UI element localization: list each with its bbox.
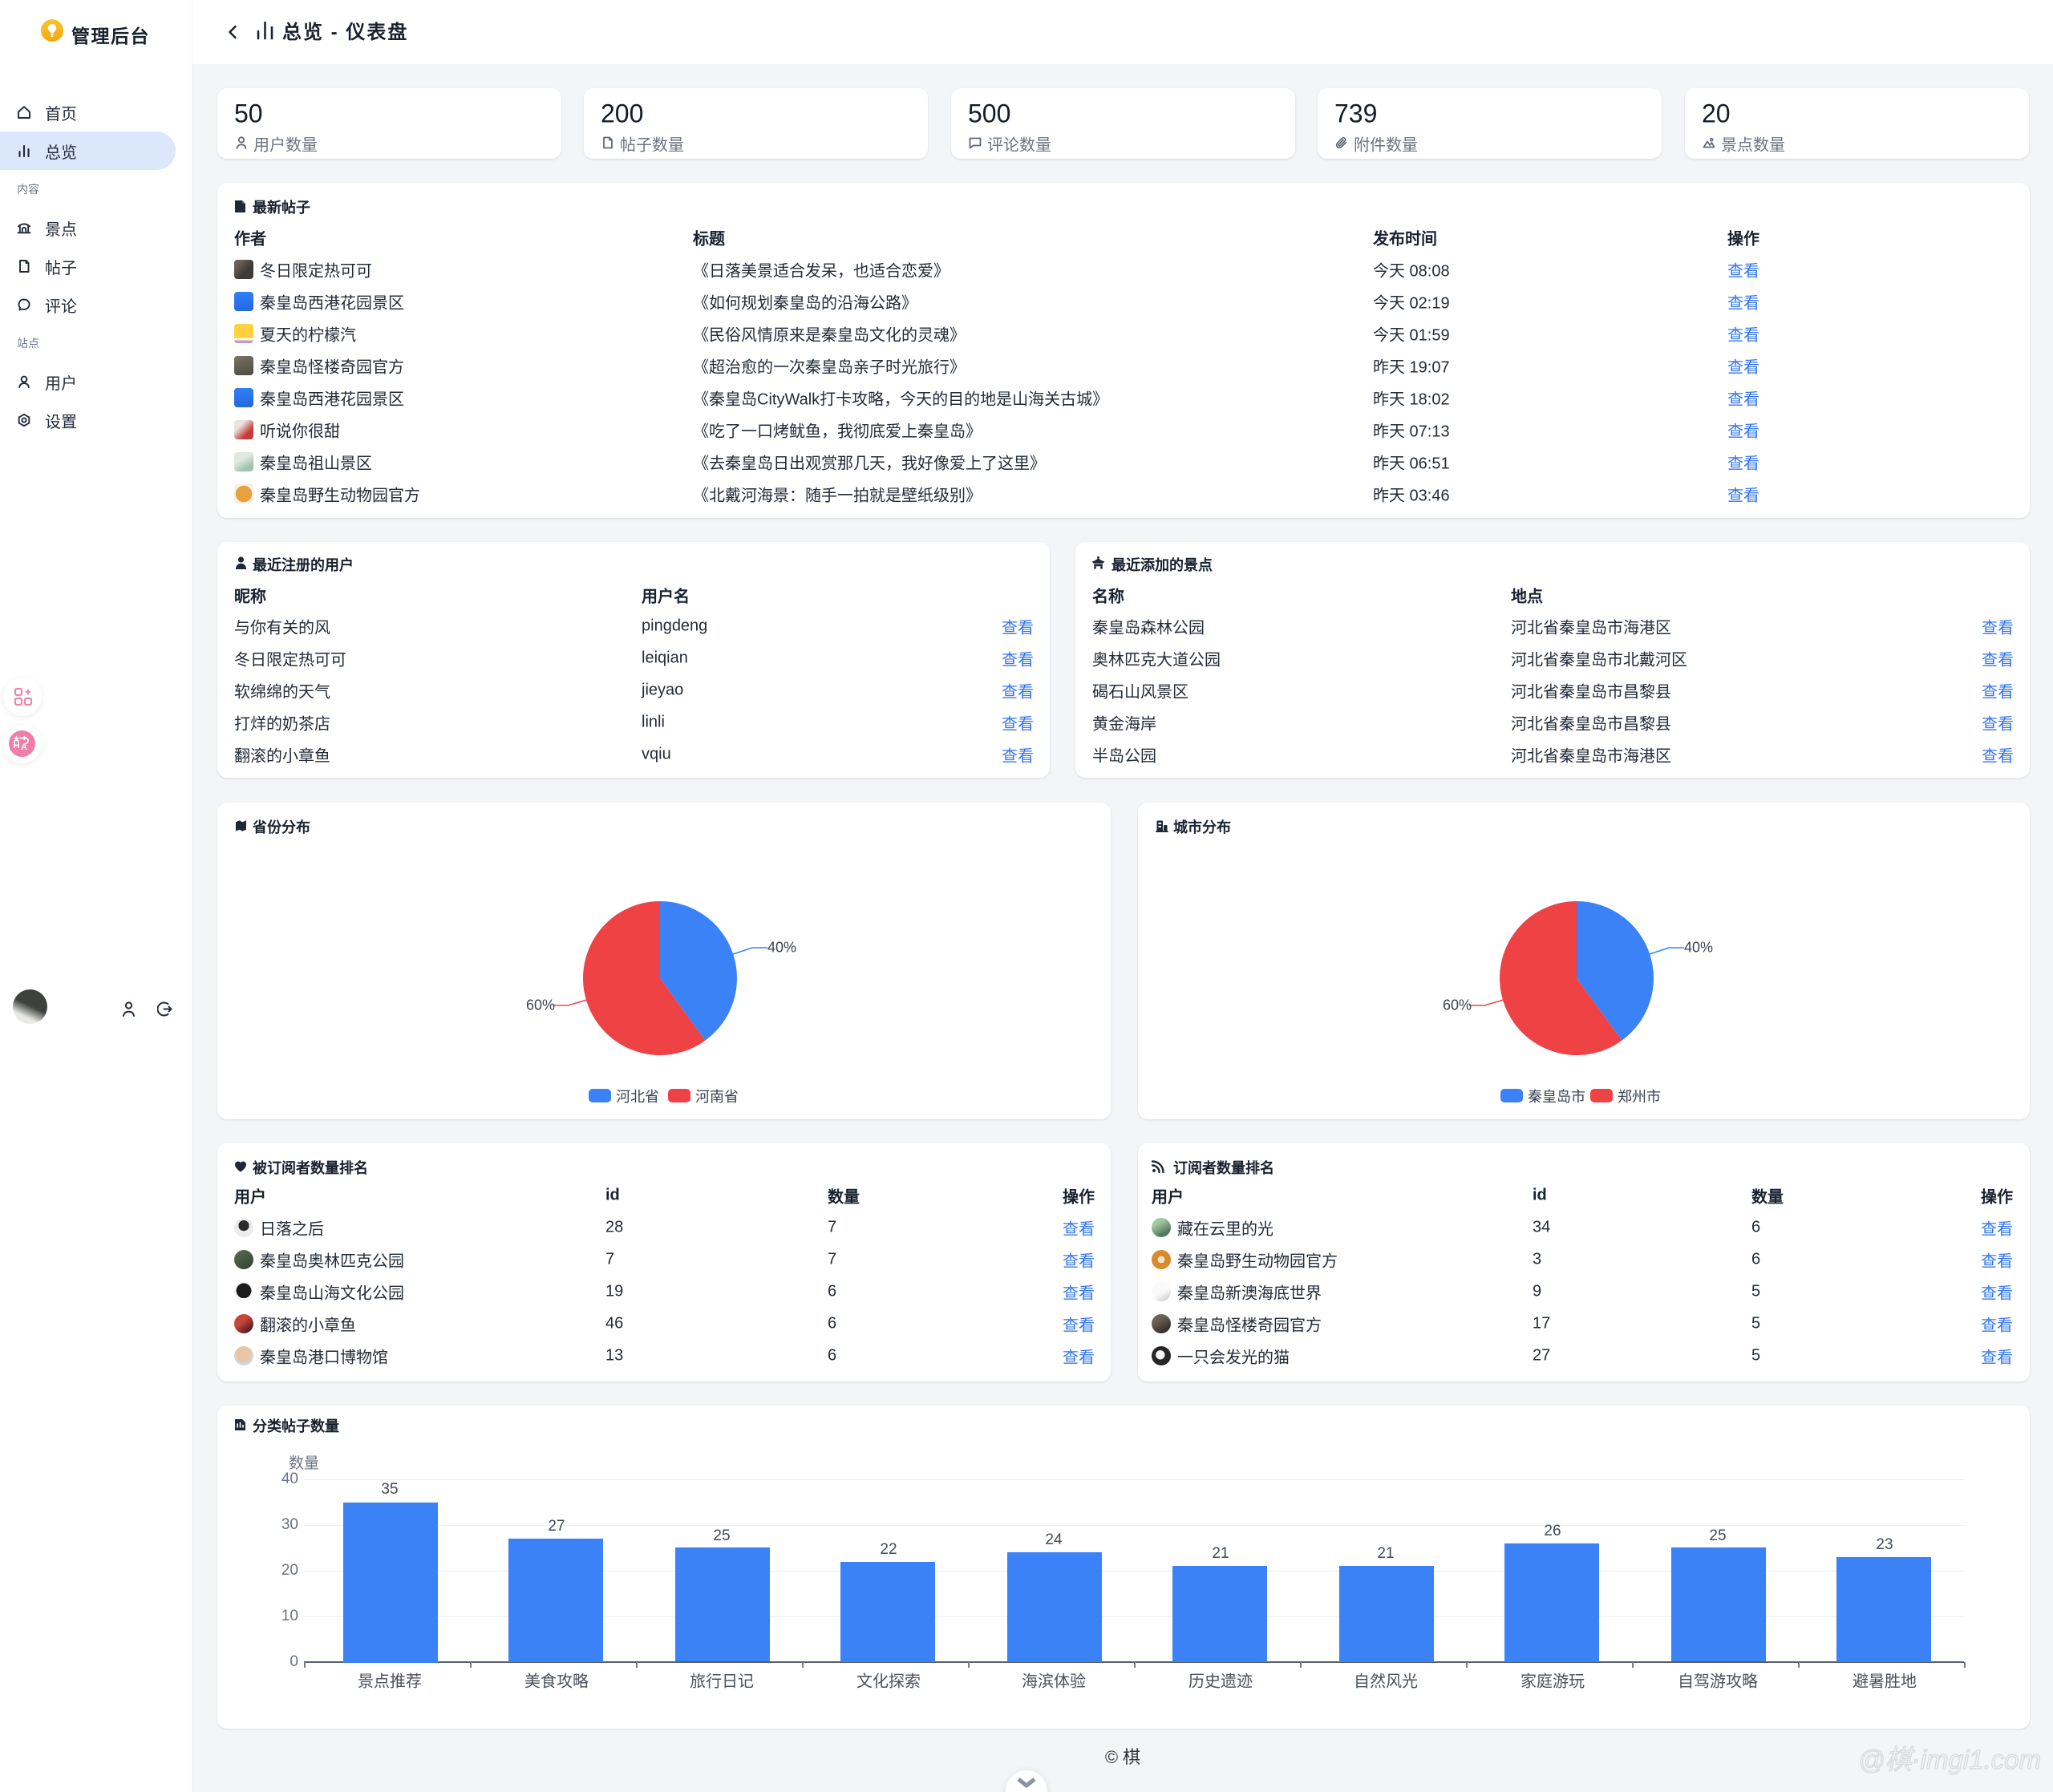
svg-text:A: A bbox=[21, 742, 27, 752]
